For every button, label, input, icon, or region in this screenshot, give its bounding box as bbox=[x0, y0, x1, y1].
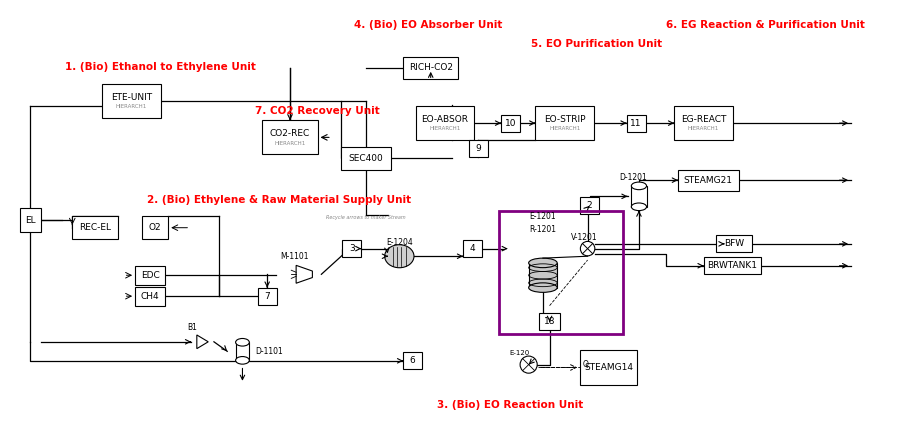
Text: ETE-UNIT: ETE-UNIT bbox=[110, 93, 152, 102]
Circle shape bbox=[520, 356, 537, 373]
Bar bbox=[403, 352, 422, 369]
Bar bbox=[539, 313, 560, 330]
Bar bbox=[580, 197, 599, 214]
Text: EO-ABSOR: EO-ABSOR bbox=[421, 115, 469, 124]
Bar bbox=[529, 263, 557, 288]
Ellipse shape bbox=[529, 258, 557, 268]
Text: STEAMG21: STEAMG21 bbox=[684, 176, 733, 185]
Bar bbox=[258, 288, 277, 305]
Text: Recycle arrows to maker Stream: Recycle arrows to maker Stream bbox=[326, 215, 406, 220]
Polygon shape bbox=[296, 266, 313, 283]
Text: D-1101: D-1101 bbox=[255, 347, 283, 356]
Text: Q: Q bbox=[583, 360, 589, 369]
Text: 2. (Bio) Ethylene & Raw Material Supply Unit: 2. (Bio) Ethylene & Raw Material Supply … bbox=[147, 195, 411, 205]
Text: HIERARCH1: HIERARCH1 bbox=[275, 141, 305, 146]
Text: 11: 11 bbox=[630, 119, 642, 127]
Bar bbox=[235, 342, 250, 361]
Text: E-1201: E-1201 bbox=[530, 212, 556, 221]
Bar bbox=[101, 84, 161, 119]
Bar bbox=[135, 266, 165, 285]
Bar bbox=[469, 140, 488, 157]
Text: D-1201: D-1201 bbox=[619, 173, 647, 182]
Bar bbox=[403, 56, 458, 79]
Bar bbox=[627, 115, 646, 132]
Text: 3. (Bio) EO Reaction Unit: 3. (Bio) EO Reaction Unit bbox=[437, 400, 584, 410]
Text: E-1204: E-1204 bbox=[386, 238, 413, 247]
Text: 4. (Bio) EO Absorber Unit: 4. (Bio) EO Absorber Unit bbox=[354, 20, 502, 30]
Bar bbox=[501, 115, 520, 132]
Ellipse shape bbox=[384, 245, 414, 268]
Text: 9: 9 bbox=[475, 144, 481, 153]
Ellipse shape bbox=[529, 283, 557, 292]
Bar bbox=[416, 106, 474, 140]
Bar bbox=[142, 216, 168, 239]
Text: 3: 3 bbox=[349, 244, 355, 253]
Bar bbox=[341, 147, 391, 170]
Text: 5. EO Purification Unit: 5. EO Purification Unit bbox=[531, 39, 662, 49]
Text: 7. CO2 Recovery Unit: 7. CO2 Recovery Unit bbox=[255, 106, 380, 115]
Text: 6. EG Reaction & Purification Unit: 6. EG Reaction & Purification Unit bbox=[665, 20, 865, 30]
Bar bbox=[716, 235, 753, 253]
Bar bbox=[463, 240, 482, 257]
Text: 6: 6 bbox=[409, 357, 416, 365]
Text: EDC: EDC bbox=[141, 271, 160, 280]
Text: 18: 18 bbox=[544, 317, 555, 326]
Text: SEC400: SEC400 bbox=[348, 154, 383, 163]
Bar bbox=[20, 208, 41, 233]
Bar bbox=[262, 120, 318, 155]
Bar bbox=[135, 287, 165, 305]
Text: 4: 4 bbox=[470, 244, 475, 253]
Ellipse shape bbox=[235, 357, 250, 364]
Text: CH4: CH4 bbox=[141, 292, 160, 301]
Ellipse shape bbox=[631, 203, 647, 210]
Bar bbox=[704, 257, 761, 274]
Text: R-1201: R-1201 bbox=[530, 225, 557, 234]
Text: HIERARCH1: HIERARCH1 bbox=[116, 104, 147, 110]
Text: CO2-REC: CO2-REC bbox=[270, 129, 310, 138]
Text: V-1201: V-1201 bbox=[571, 233, 598, 242]
Text: STEAMG14: STEAMG14 bbox=[584, 363, 633, 372]
Polygon shape bbox=[197, 335, 208, 349]
Text: BRWTANK1: BRWTANK1 bbox=[707, 261, 757, 270]
Bar bbox=[535, 106, 594, 140]
Text: RICH-CO2: RICH-CO2 bbox=[409, 63, 453, 72]
Text: B1: B1 bbox=[187, 323, 197, 332]
Bar bbox=[631, 186, 647, 207]
Text: BFW: BFW bbox=[724, 239, 744, 248]
Text: EG-REACT: EG-REACT bbox=[681, 115, 726, 124]
Bar bbox=[72, 216, 118, 239]
Text: M-1101: M-1101 bbox=[280, 252, 309, 261]
Text: HIERARCH1: HIERARCH1 bbox=[429, 127, 461, 131]
Circle shape bbox=[580, 242, 594, 256]
Text: E-120: E-120 bbox=[509, 350, 529, 356]
Bar bbox=[678, 170, 739, 190]
Bar bbox=[342, 240, 361, 257]
Text: 2: 2 bbox=[586, 201, 593, 210]
Text: 7: 7 bbox=[264, 292, 270, 301]
Text: HIERARCH1: HIERARCH1 bbox=[550, 127, 580, 131]
Bar bbox=[580, 350, 637, 385]
Text: EO-STRIP: EO-STRIP bbox=[544, 115, 585, 124]
Bar bbox=[499, 210, 623, 334]
Text: HIERARCH1: HIERARCH1 bbox=[688, 127, 719, 131]
Text: 1. (Bio) Ethanol to Ethylene Unit: 1. (Bio) Ethanol to Ethylene Unit bbox=[65, 62, 256, 72]
Text: REC-EL: REC-EL bbox=[79, 223, 111, 232]
Bar bbox=[674, 106, 733, 140]
Text: O2: O2 bbox=[149, 223, 162, 232]
Text: 10: 10 bbox=[505, 119, 516, 127]
Ellipse shape bbox=[235, 338, 250, 346]
Text: EL: EL bbox=[25, 216, 36, 225]
Ellipse shape bbox=[631, 182, 647, 190]
